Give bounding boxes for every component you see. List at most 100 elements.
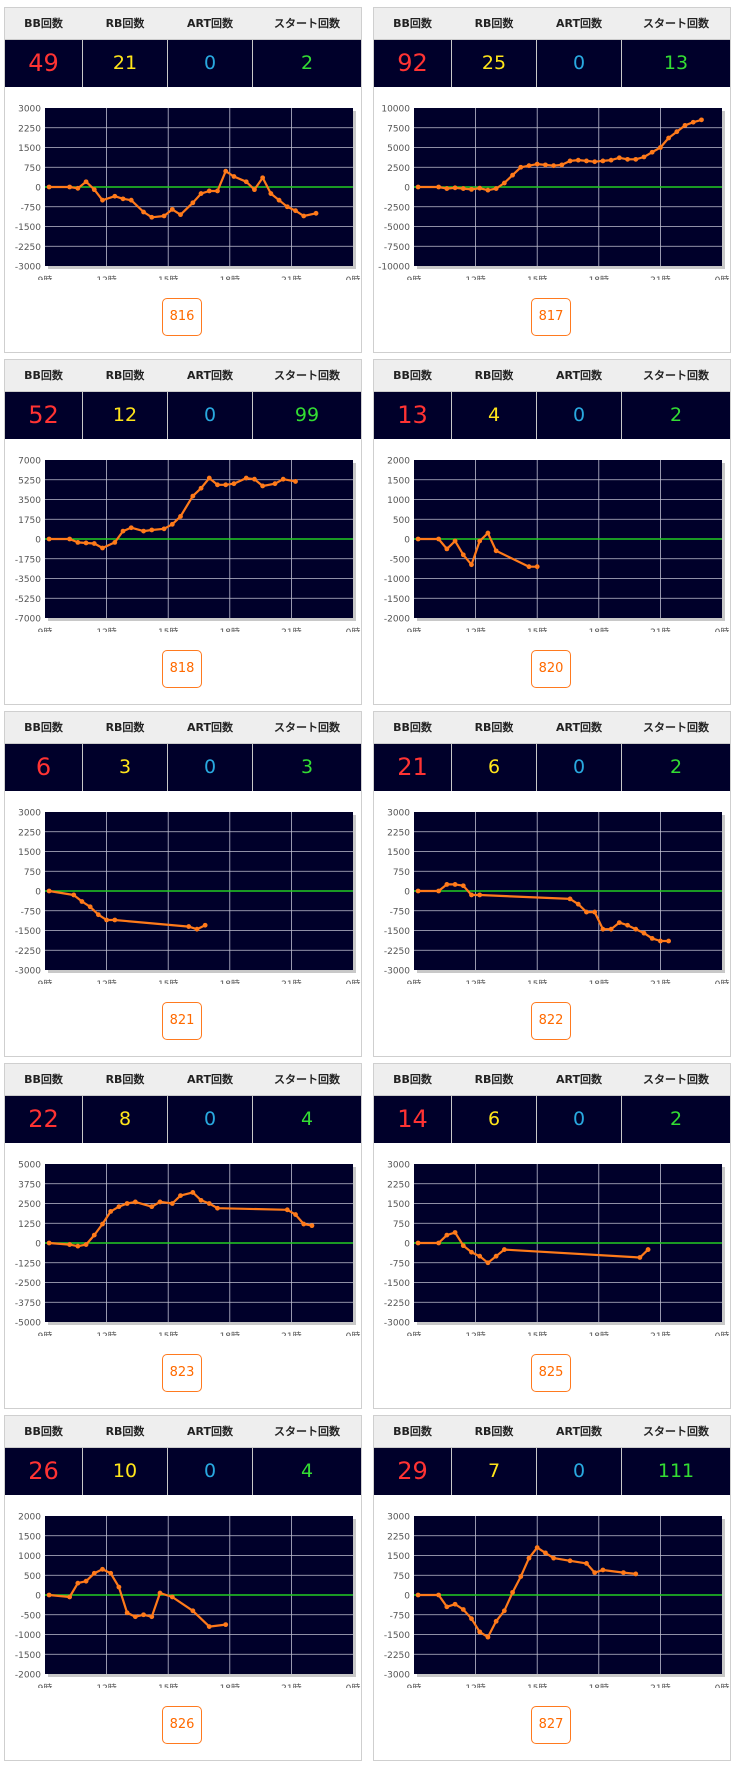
x-tick-label: 21時 bbox=[281, 1683, 301, 1688]
data-point bbox=[444, 1232, 450, 1238]
start-header: スタート回数 bbox=[274, 1425, 340, 1438]
machine-number-button[interactable]: 816 bbox=[162, 298, 202, 336]
header-row: BB回数 RB回数 ART回数 スタート回数 bbox=[374, 1416, 730, 1448]
machine-number-button[interactable]: 817 bbox=[531, 298, 571, 336]
machine-card-821: BB回数 RB回数 ART回数 スタート回数 6 3 0 3 3000 2250 1… bbox=[4, 711, 362, 1057]
data-point bbox=[190, 1190, 196, 1195]
y-tick-label: 1500 bbox=[387, 1552, 410, 1562]
y-tick-label: 2000 bbox=[387, 457, 410, 467]
machine-number-button[interactable]: 822 bbox=[531, 1002, 571, 1040]
y-tick-label: 1500 bbox=[18, 1532, 41, 1542]
data-point bbox=[625, 922, 630, 928]
series-line bbox=[418, 118, 702, 192]
machine-number-button[interactable]: 825 bbox=[531, 1354, 571, 1392]
art-count: 0 bbox=[572, 756, 586, 778]
y-tick-label: 3750 bbox=[18, 1180, 41, 1190]
data-point bbox=[649, 936, 655, 941]
slump-chart: 10000 7500 5000 2500 0 -2500 -5000 -7500 -10000 9… bbox=[378, 105, 730, 281]
data-point bbox=[100, 1221, 105, 1227]
data-point bbox=[592, 1570, 598, 1576]
y-tick-label: -750 bbox=[21, 203, 42, 213]
data-point bbox=[91, 541, 97, 546]
y-tick-label: 5000 bbox=[387, 144, 410, 154]
data-point bbox=[260, 483, 266, 489]
data-point bbox=[460, 186, 466, 191]
x-tick-label: 0時 bbox=[346, 627, 361, 632]
data-point bbox=[477, 892, 483, 898]
art-header: ART回数 bbox=[187, 369, 233, 382]
bb-header: BB回数 bbox=[24, 1425, 63, 1438]
y-tick-label: -7500 bbox=[384, 243, 410, 253]
y-tick-label: 1000 bbox=[18, 1552, 41, 1562]
x-tick-label: 15時 bbox=[158, 627, 178, 632]
data-point bbox=[67, 1242, 73, 1247]
start-count: 2 bbox=[300, 52, 314, 74]
data-point bbox=[633, 156, 639, 162]
start-count: 3 bbox=[300, 756, 314, 778]
header-row: BB回数 RB回数 ART回数 スタート回数 bbox=[5, 712, 361, 744]
data-point bbox=[666, 135, 672, 141]
start-count: 13 bbox=[663, 52, 689, 74]
machine-number-button[interactable]: 827 bbox=[531, 1706, 571, 1744]
value-row: 21 6 0 2 bbox=[374, 744, 730, 791]
header-row: BB回数 RB回数 ART回数 スタート回数 bbox=[5, 8, 361, 40]
x-tick-label: 18時 bbox=[589, 979, 609, 984]
rb-count: 12 bbox=[112, 404, 138, 426]
x-tick-label: 21時 bbox=[281, 1331, 301, 1336]
x-tick-label: 15時 bbox=[527, 275, 547, 280]
data-point bbox=[436, 184, 442, 190]
data-point bbox=[243, 475, 249, 481]
start-header: スタート回数 bbox=[643, 369, 709, 382]
start-header: スタート回数 bbox=[274, 1073, 340, 1086]
machine-number-button[interactable]: 821 bbox=[162, 1002, 202, 1040]
y-tick-label: -1500 bbox=[15, 1651, 41, 1661]
data-point bbox=[469, 892, 474, 898]
data-point bbox=[526, 564, 532, 570]
data-point bbox=[543, 162, 548, 168]
x-tick-label: 15時 bbox=[527, 979, 547, 984]
slump-chart: 3000 2250 1500 750 0 -750 -1500 -2250 -3000 9時 12時… bbox=[384, 1513, 730, 1689]
data-point bbox=[551, 163, 557, 169]
data-point bbox=[584, 1561, 589, 1566]
x-tick-label: 12時 bbox=[96, 275, 116, 280]
data-point bbox=[75, 539, 81, 545]
data-point bbox=[79, 899, 85, 904]
x-tick-label: 21時 bbox=[650, 627, 670, 632]
y-tick-label: -2000 bbox=[15, 1671, 41, 1681]
machine-number-button[interactable]: 823 bbox=[162, 1354, 202, 1392]
y-tick-label: 750 bbox=[24, 164, 41, 174]
x-tick-label: 9時 bbox=[38, 627, 53, 632]
x-tick-label: 21時 bbox=[281, 275, 301, 280]
data-point bbox=[169, 1594, 175, 1600]
machine-number-button[interactable]: 826 bbox=[162, 1706, 202, 1744]
machine-number-button[interactable]: 820 bbox=[531, 650, 571, 688]
data-point bbox=[124, 1610, 130, 1616]
data-point bbox=[67, 184, 73, 190]
data-point bbox=[501, 1608, 507, 1614]
bb-header: BB回数 bbox=[24, 721, 63, 734]
x-tick-label: 21時 bbox=[650, 1331, 670, 1336]
data-point bbox=[161, 526, 167, 532]
data-point bbox=[190, 200, 196, 206]
x-tick-label: 18時 bbox=[220, 979, 240, 984]
slump-chart: 7000 5250 3500 1750 0 -1750 -3500 -5250 -7000 9時 1… bbox=[15, 457, 361, 633]
y-tick-label: 1000 bbox=[387, 496, 410, 506]
data-point bbox=[157, 1590, 163, 1596]
x-tick-label: 9時 bbox=[407, 275, 422, 280]
data-point bbox=[157, 1199, 163, 1205]
data-point bbox=[309, 1223, 315, 1229]
data-point bbox=[658, 145, 663, 150]
data-point bbox=[444, 882, 450, 887]
value-row: 29 7 0 111 bbox=[374, 1448, 730, 1495]
data-point bbox=[485, 187, 491, 193]
data-point bbox=[46, 888, 52, 894]
x-tick-label: 0時 bbox=[715, 275, 730, 280]
machine-card-822: BB回数 RB回数 ART回数 スタート回数 21 6 0 2 3000 2250… bbox=[373, 711, 731, 1057]
bb-count: 14 bbox=[397, 1105, 428, 1133]
data-point bbox=[75, 1243, 81, 1249]
y-tick-label: 0 bbox=[35, 1240, 41, 1250]
machine-number-button[interactable]: 818 bbox=[162, 650, 202, 688]
y-tick-label: -3750 bbox=[15, 1299, 41, 1309]
data-point bbox=[108, 1570, 114, 1576]
rb-count: 6 bbox=[487, 1108, 501, 1130]
